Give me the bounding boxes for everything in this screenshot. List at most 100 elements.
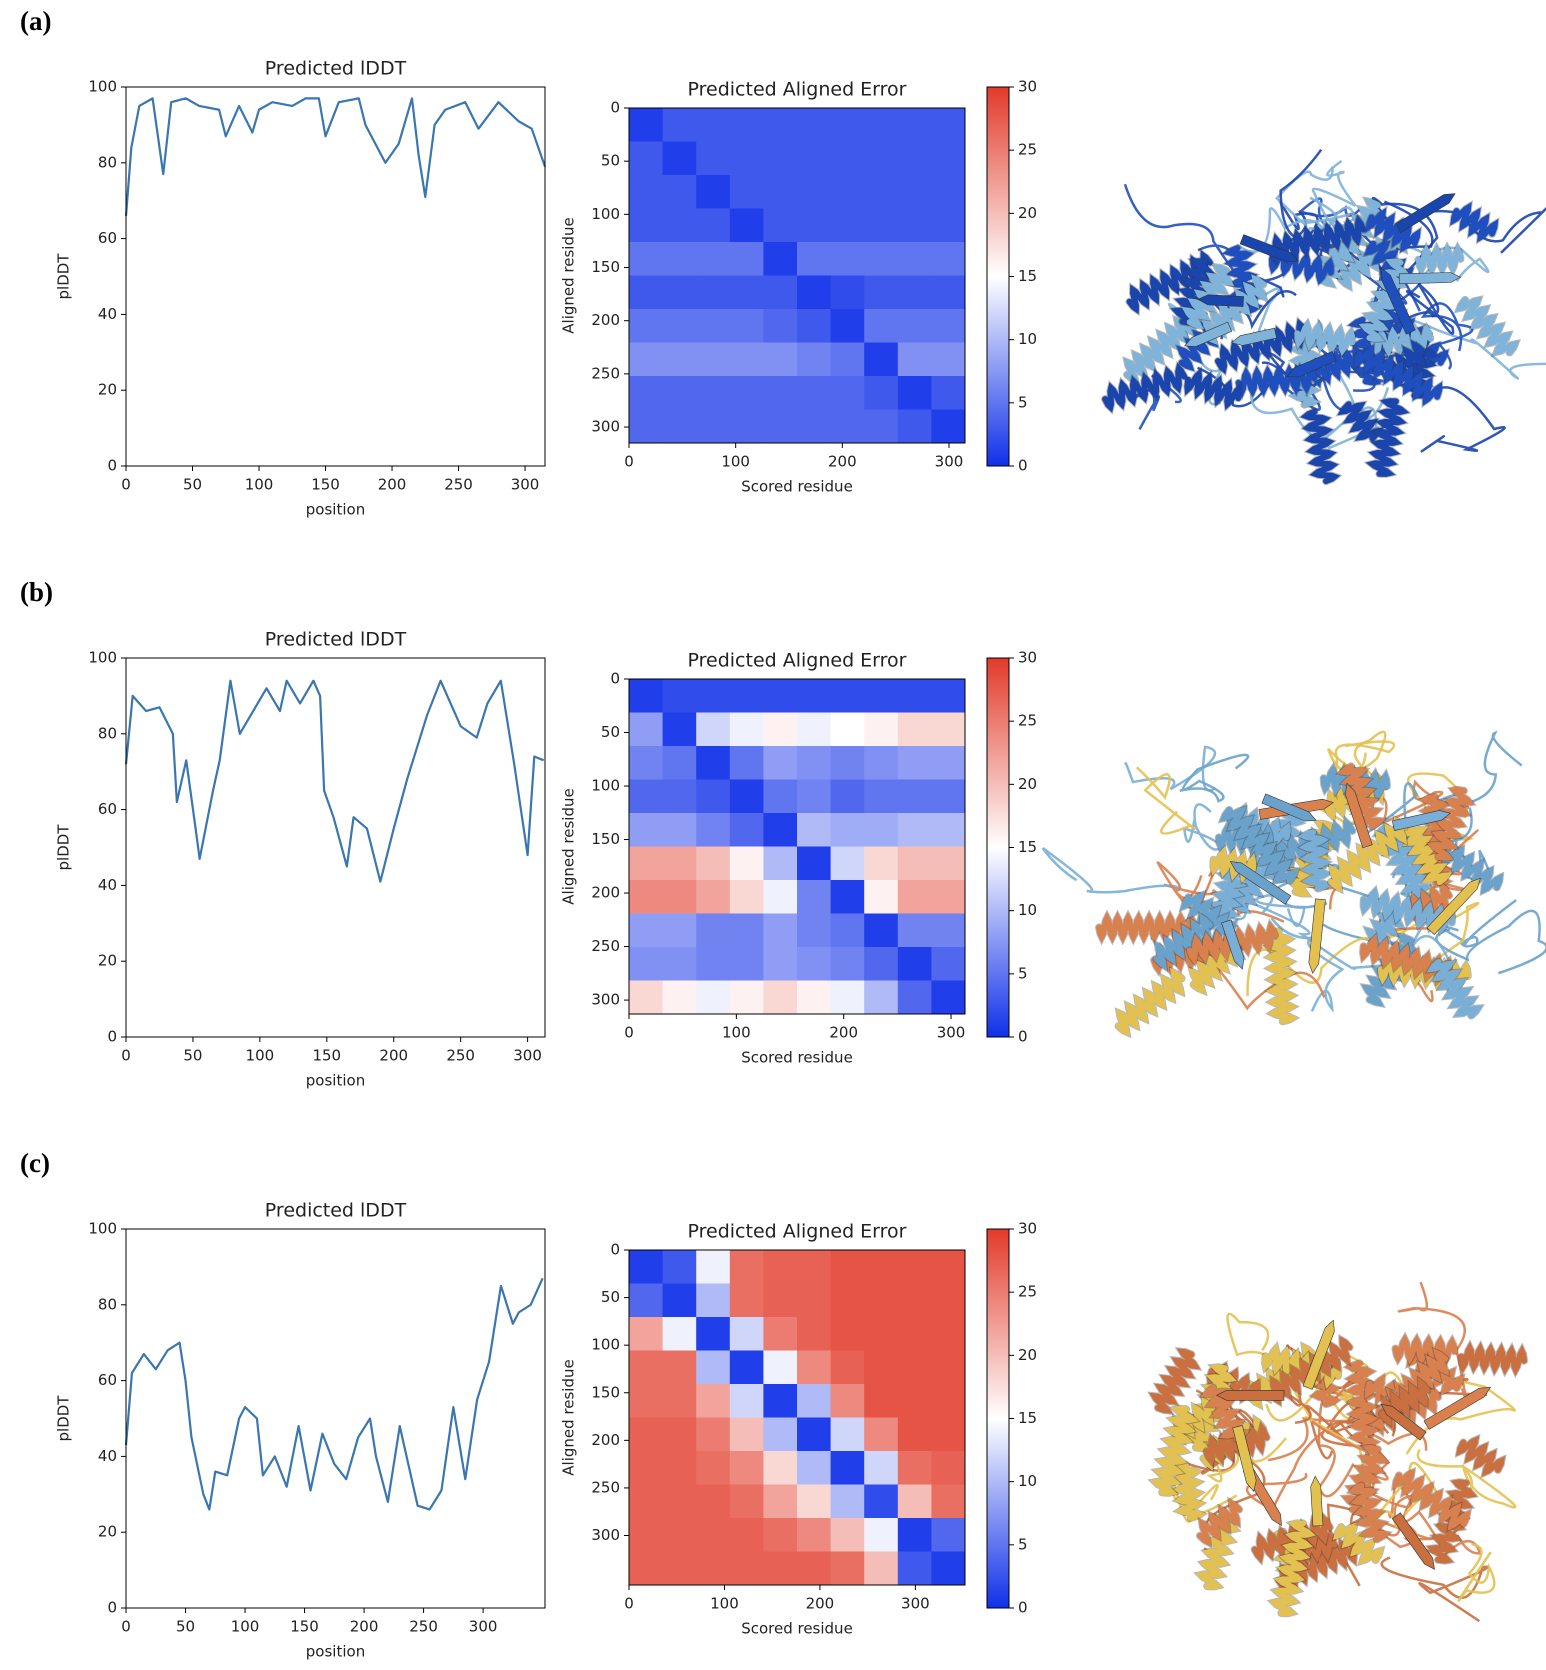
pae-cell <box>797 1250 832 1284</box>
pae-cell <box>931 779 966 814</box>
structure-strand <box>1426 877 1481 936</box>
pae-cell <box>629 813 664 847</box>
pae-cell <box>629 242 664 276</box>
pae-cell <box>830 880 865 914</box>
pae-cell <box>662 409 697 444</box>
pae-cell <box>763 108 798 142</box>
pae-cell <box>696 846 731 881</box>
structure-helix <box>1153 912 1213 971</box>
pae-cell <box>864 409 899 444</box>
colorbar-tick-label: 20 <box>1018 204 1037 222</box>
structure-strand <box>1344 782 1373 849</box>
y-tick-label: 200 <box>591 311 620 329</box>
pae-cell <box>662 309 697 343</box>
pae-cell <box>662 947 697 981</box>
pae-cell <box>662 1417 697 1452</box>
pae-cell <box>696 208 731 243</box>
pae-cell <box>931 376 966 410</box>
y-tick-label: 100 <box>88 1220 117 1238</box>
pae-cell <box>629 108 664 142</box>
pae-cell <box>797 1283 832 1318</box>
pae-cell <box>729 275 764 310</box>
structure-helix <box>1332 1522 1384 1565</box>
structure-loop <box>1286 1375 1374 1492</box>
pae-cell <box>830 175 865 209</box>
pae-cell <box>830 947 865 981</box>
pae-cell <box>696 880 731 914</box>
pae-cell <box>629 746 664 780</box>
pae-cell <box>897 712 932 747</box>
colorbar <box>986 86 1010 467</box>
pae-cell <box>864 846 899 881</box>
pae-cell <box>662 1317 697 1351</box>
chart-title: Predicted Aligned Error <box>688 650 907 672</box>
pae-cell <box>696 1350 731 1385</box>
pae-cell <box>931 175 966 209</box>
y-tick-label: 200 <box>591 1431 620 1449</box>
pae-cell <box>864 1551 899 1586</box>
pae-cell <box>864 880 899 914</box>
pae-cell <box>763 376 798 410</box>
pae-cell <box>897 376 932 410</box>
pae-cell <box>696 242 731 276</box>
structure-helix <box>1267 214 1367 265</box>
pae-cell <box>931 913 966 948</box>
colorbar-tick-label: 25 <box>1018 712 1037 730</box>
pae-cell <box>797 712 832 747</box>
pae-cell <box>931 1518 966 1552</box>
x-axis-label: Scored residue <box>741 478 853 496</box>
colorbar <box>986 1228 1010 1609</box>
pae-cell <box>797 1484 832 1519</box>
pae-cell <box>830 309 865 343</box>
pae-cell <box>662 1484 697 1519</box>
plddt-line <box>124 679 545 883</box>
pae-cell <box>662 108 697 142</box>
x-tick-label: 200 <box>378 476 407 494</box>
structure-strand <box>1308 898 1326 974</box>
y-tick-label: 60 <box>98 229 117 247</box>
pae-cell <box>662 1384 697 1418</box>
y-tick-label: 50 <box>601 1288 620 1306</box>
y-tick-label: 250 <box>591 364 620 382</box>
x-tick-label: 250 <box>409 1618 438 1636</box>
pae-cell <box>897 141 932 176</box>
structure-strand <box>1310 1475 1324 1527</box>
pae-cell <box>864 108 899 142</box>
pae-cell <box>729 679 764 713</box>
pae-cell <box>662 141 697 176</box>
structure-loop <box>1317 1371 1358 1498</box>
pae-cell <box>897 342 932 377</box>
structure-helix <box>1455 296 1520 356</box>
pae-cell <box>696 141 731 176</box>
x-tick-label: 150 <box>312 1047 341 1065</box>
pae-cell <box>696 679 731 713</box>
pae-cell <box>931 208 966 243</box>
pae-cell <box>864 1484 899 1519</box>
pae-cell <box>662 913 697 948</box>
structure-strand <box>1302 1319 1335 1390</box>
pae-cell <box>629 1384 664 1418</box>
pae-cell <box>662 342 697 377</box>
pae-cell <box>662 880 697 914</box>
structure-helix <box>1215 318 1309 375</box>
pae-cell <box>696 813 731 847</box>
pae-cell <box>729 1484 764 1519</box>
pae-cell <box>696 1551 731 1586</box>
pae-cell <box>763 275 798 310</box>
y-tick-label: 20 <box>98 381 117 399</box>
x-axis-label: position <box>306 1072 365 1090</box>
pae-cell <box>830 712 865 747</box>
pae-cell <box>797 913 832 948</box>
pae-cell <box>864 712 899 747</box>
pae-cell <box>729 813 764 847</box>
pae-cell <box>830 141 865 176</box>
y-axis-label: plDDT <box>55 1395 73 1442</box>
structure-loop <box>1179 753 1250 803</box>
pae-cell <box>797 208 832 243</box>
pae-cell <box>729 1350 764 1385</box>
pae-cell <box>629 1484 664 1519</box>
y-tick-label: 0 <box>610 670 620 688</box>
structure-loop <box>1416 1448 1517 1509</box>
pae-cell <box>729 342 764 377</box>
pae-cell <box>763 1283 798 1318</box>
